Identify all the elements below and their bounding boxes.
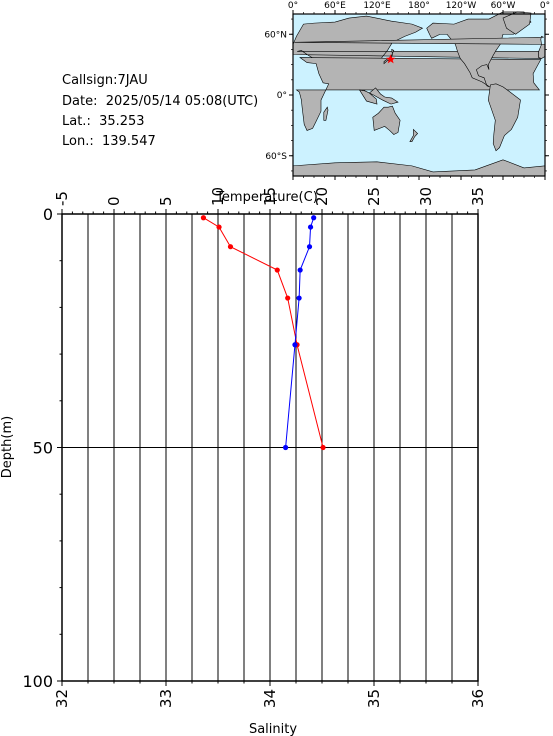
temperature-data-point xyxy=(200,215,207,221)
profile-series xyxy=(200,215,326,451)
salinity-tick-label: 33 xyxy=(157,689,175,708)
temperature-tick-label: 35 xyxy=(469,187,487,206)
world-map: 0° 60°E 120°E 180° 120°W 60°W 0° 60°N 0° 60°S xyxy=(264,1,550,180)
longitude-label: Lon.: 139.547 xyxy=(62,134,156,149)
date-label: Date: 2025/05/14 05:08(UTC) xyxy=(62,94,259,109)
salinity-data-point xyxy=(307,224,314,230)
map-lon-label: 120°E xyxy=(363,1,391,11)
madagascar-land xyxy=(323,106,329,121)
map-lat-label: 60°N xyxy=(264,30,287,40)
new-zealand-land xyxy=(409,128,419,142)
temperature-tick-label: 20 xyxy=(313,187,331,206)
temperature-data-point xyxy=(227,244,234,250)
temperature-tick-label: 10 xyxy=(209,187,227,206)
depth-tick-label: 50 xyxy=(33,439,53,458)
station-marker-star-icon xyxy=(385,54,396,64)
salinity-tick-label: 32 xyxy=(53,689,71,708)
depth-tick-label: 0 xyxy=(43,205,53,224)
australia-land xyxy=(372,105,401,135)
map-lat-label: 60°S xyxy=(265,152,287,162)
temperature-data-point xyxy=(285,295,291,301)
salinity-data-point xyxy=(306,244,313,250)
africa-land xyxy=(295,57,542,131)
salinity-tick-label: 35 xyxy=(365,689,383,708)
salinity-tick-label: 34 xyxy=(261,689,279,708)
salinity-data-point xyxy=(297,267,303,273)
temperature-axis-title: Temperature(C) xyxy=(215,190,318,205)
salinity-data-point xyxy=(283,444,289,451)
map-lat-label: 0° xyxy=(277,91,287,101)
salinity-axis-title: Salinity xyxy=(249,722,297,736)
temperature-tick-label: -5 xyxy=(53,191,71,206)
depth-axis-title: Depth(m) xyxy=(0,416,15,478)
map-lon-label: 120°W xyxy=(446,1,477,11)
indonesia-land xyxy=(358,87,399,105)
temperature-tick-label: 25 xyxy=(365,187,383,206)
map-lon-label: 180° xyxy=(408,1,430,11)
temperature-tick-label: 5 xyxy=(157,196,175,206)
greenland-land xyxy=(502,11,532,35)
temperature-tick-label: 15 xyxy=(261,187,279,206)
north-america-land xyxy=(426,11,532,88)
temperature-data-point xyxy=(216,224,222,230)
salinity-data-point xyxy=(296,295,302,301)
uk-land xyxy=(294,35,544,45)
temperature-data-point xyxy=(320,444,326,451)
plot-grid xyxy=(61,214,479,681)
map-lon-label: 60°W xyxy=(491,1,516,11)
map-lon-label: 0° xyxy=(288,1,298,11)
depth-tick-label: 100 xyxy=(22,672,53,691)
temperature-data-point xyxy=(274,267,280,273)
map-lon-label: 0° xyxy=(540,1,550,11)
map-lon-label: 60°E xyxy=(324,1,346,11)
latitude-label: Lat.: 35.253 xyxy=(62,114,145,129)
temperature-tick-label: 30 xyxy=(417,187,435,206)
callsign-label: Callsign:7JAU xyxy=(62,73,148,88)
temperature-tick-label: 0 xyxy=(105,196,123,206)
south-america-land xyxy=(487,83,521,152)
salinity-tick-label: 36 xyxy=(469,689,487,708)
salinity-data-point xyxy=(292,342,298,348)
salinity-data-point xyxy=(311,215,317,221)
